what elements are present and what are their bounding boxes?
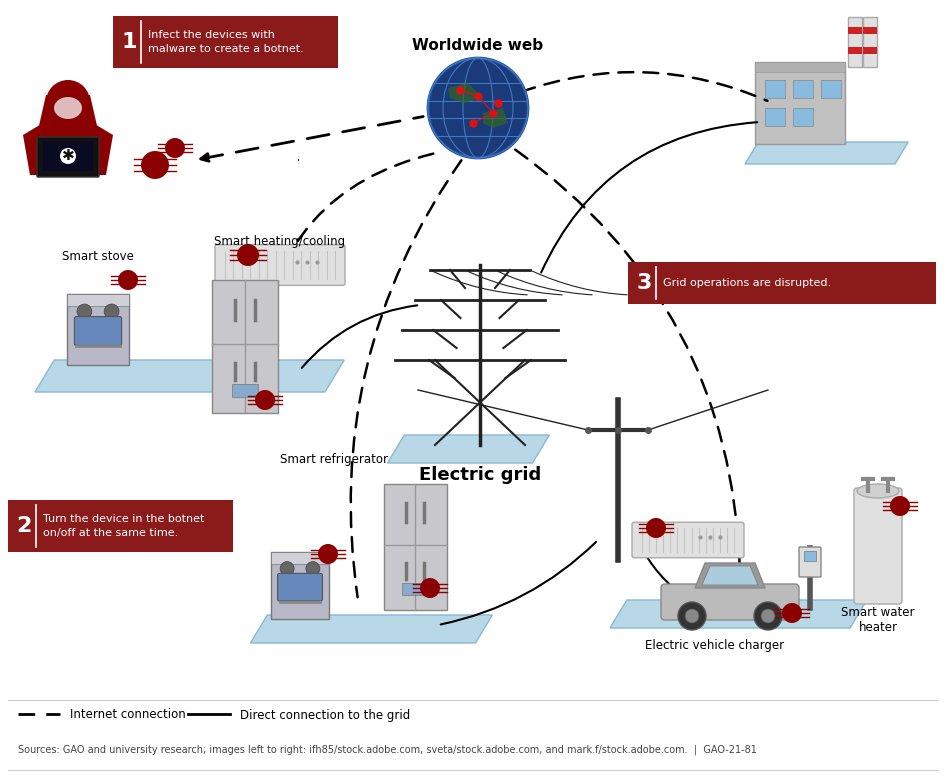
Circle shape xyxy=(165,138,185,158)
Circle shape xyxy=(318,544,338,564)
Polygon shape xyxy=(38,95,98,130)
Ellipse shape xyxy=(856,484,898,498)
FancyBboxPatch shape xyxy=(628,262,935,304)
FancyBboxPatch shape xyxy=(862,27,876,34)
FancyBboxPatch shape xyxy=(799,547,820,577)
FancyBboxPatch shape xyxy=(862,17,876,67)
Polygon shape xyxy=(701,566,757,585)
Ellipse shape xyxy=(54,97,82,119)
FancyArrowPatch shape xyxy=(301,305,417,368)
Polygon shape xyxy=(23,120,113,175)
FancyArrowPatch shape xyxy=(350,160,461,598)
FancyBboxPatch shape xyxy=(765,108,784,126)
Text: Smart heating/cooling: Smart heating/cooling xyxy=(214,235,346,248)
FancyBboxPatch shape xyxy=(847,17,861,67)
FancyArrowPatch shape xyxy=(440,542,596,625)
FancyBboxPatch shape xyxy=(792,80,812,98)
FancyBboxPatch shape xyxy=(215,245,345,285)
Circle shape xyxy=(753,602,782,630)
FancyBboxPatch shape xyxy=(278,574,322,601)
FancyBboxPatch shape xyxy=(271,552,329,564)
Polygon shape xyxy=(482,108,508,128)
Circle shape xyxy=(141,151,169,179)
FancyBboxPatch shape xyxy=(847,47,861,54)
FancyBboxPatch shape xyxy=(37,137,99,177)
Polygon shape xyxy=(447,83,482,103)
Circle shape xyxy=(677,602,705,630)
Text: Grid operations are disrupted.: Grid operations are disrupted. xyxy=(663,278,830,288)
Circle shape xyxy=(419,578,440,598)
Circle shape xyxy=(428,58,528,158)
FancyBboxPatch shape xyxy=(820,80,840,98)
FancyBboxPatch shape xyxy=(754,62,844,144)
FancyBboxPatch shape xyxy=(211,281,278,413)
Text: Electric vehicle charger: Electric vehicle charger xyxy=(645,639,784,653)
Circle shape xyxy=(59,148,76,164)
FancyBboxPatch shape xyxy=(271,552,329,619)
Text: Sources: GAO and university research; images left to right: ifh85/stock.adobe.co: Sources: GAO and university research; im… xyxy=(18,745,756,756)
FancyBboxPatch shape xyxy=(67,294,128,365)
Polygon shape xyxy=(250,615,492,643)
Text: ✱: ✱ xyxy=(61,149,75,164)
Text: 1: 1 xyxy=(121,32,137,52)
Text: Infect the devices with
malware to create a botnet.: Infect the devices with malware to creat… xyxy=(148,30,303,54)
FancyBboxPatch shape xyxy=(298,150,322,170)
Text: Electric grid: Electric grid xyxy=(418,466,541,484)
FancyBboxPatch shape xyxy=(8,500,233,552)
FancyBboxPatch shape xyxy=(803,551,815,561)
FancyBboxPatch shape xyxy=(660,584,799,620)
Text: 3: 3 xyxy=(635,273,651,293)
Circle shape xyxy=(646,518,666,538)
Circle shape xyxy=(76,304,92,319)
FancyBboxPatch shape xyxy=(862,47,876,54)
FancyBboxPatch shape xyxy=(853,488,901,604)
Circle shape xyxy=(237,244,259,266)
FancyBboxPatch shape xyxy=(43,141,93,171)
Text: Direct connection to the grid: Direct connection to the grid xyxy=(240,708,410,722)
FancyArrowPatch shape xyxy=(260,153,433,347)
FancyBboxPatch shape xyxy=(847,27,861,34)
FancyBboxPatch shape xyxy=(67,294,128,306)
FancyBboxPatch shape xyxy=(402,583,427,595)
FancyArrowPatch shape xyxy=(541,122,756,273)
Polygon shape xyxy=(694,563,765,588)
Circle shape xyxy=(118,270,138,290)
FancyBboxPatch shape xyxy=(231,384,258,398)
Text: Smart refrigerator: Smart refrigerator xyxy=(279,453,388,467)
FancyArrowPatch shape xyxy=(520,72,767,101)
Circle shape xyxy=(104,304,119,319)
FancyArrowPatch shape xyxy=(514,150,739,572)
Circle shape xyxy=(279,562,294,576)
Circle shape xyxy=(306,562,320,576)
FancyBboxPatch shape xyxy=(632,522,743,558)
Polygon shape xyxy=(744,142,907,164)
Text: 2: 2 xyxy=(16,516,32,536)
Circle shape xyxy=(46,80,90,124)
Text: Internet connection: Internet connection xyxy=(70,708,186,722)
Circle shape xyxy=(782,603,801,623)
Text: Turn the device in the botnet
on/off at the same time.: Turn the device in the botnet on/off at … xyxy=(43,514,204,538)
Polygon shape xyxy=(610,600,866,628)
Polygon shape xyxy=(387,435,548,463)
Circle shape xyxy=(889,496,909,516)
Text: Smart water
heater: Smart water heater xyxy=(840,606,914,634)
FancyBboxPatch shape xyxy=(113,16,338,68)
FancyBboxPatch shape xyxy=(792,108,812,126)
Polygon shape xyxy=(35,360,344,392)
FancyBboxPatch shape xyxy=(765,80,784,98)
Circle shape xyxy=(255,390,275,410)
Circle shape xyxy=(760,609,774,623)
FancyBboxPatch shape xyxy=(383,484,446,611)
Text: Smart stove: Smart stove xyxy=(62,250,134,264)
FancyArrowPatch shape xyxy=(638,542,687,598)
Circle shape xyxy=(684,609,699,623)
FancyBboxPatch shape xyxy=(754,62,844,72)
Text: Worldwide web: Worldwide web xyxy=(412,39,543,53)
FancyBboxPatch shape xyxy=(75,316,122,346)
